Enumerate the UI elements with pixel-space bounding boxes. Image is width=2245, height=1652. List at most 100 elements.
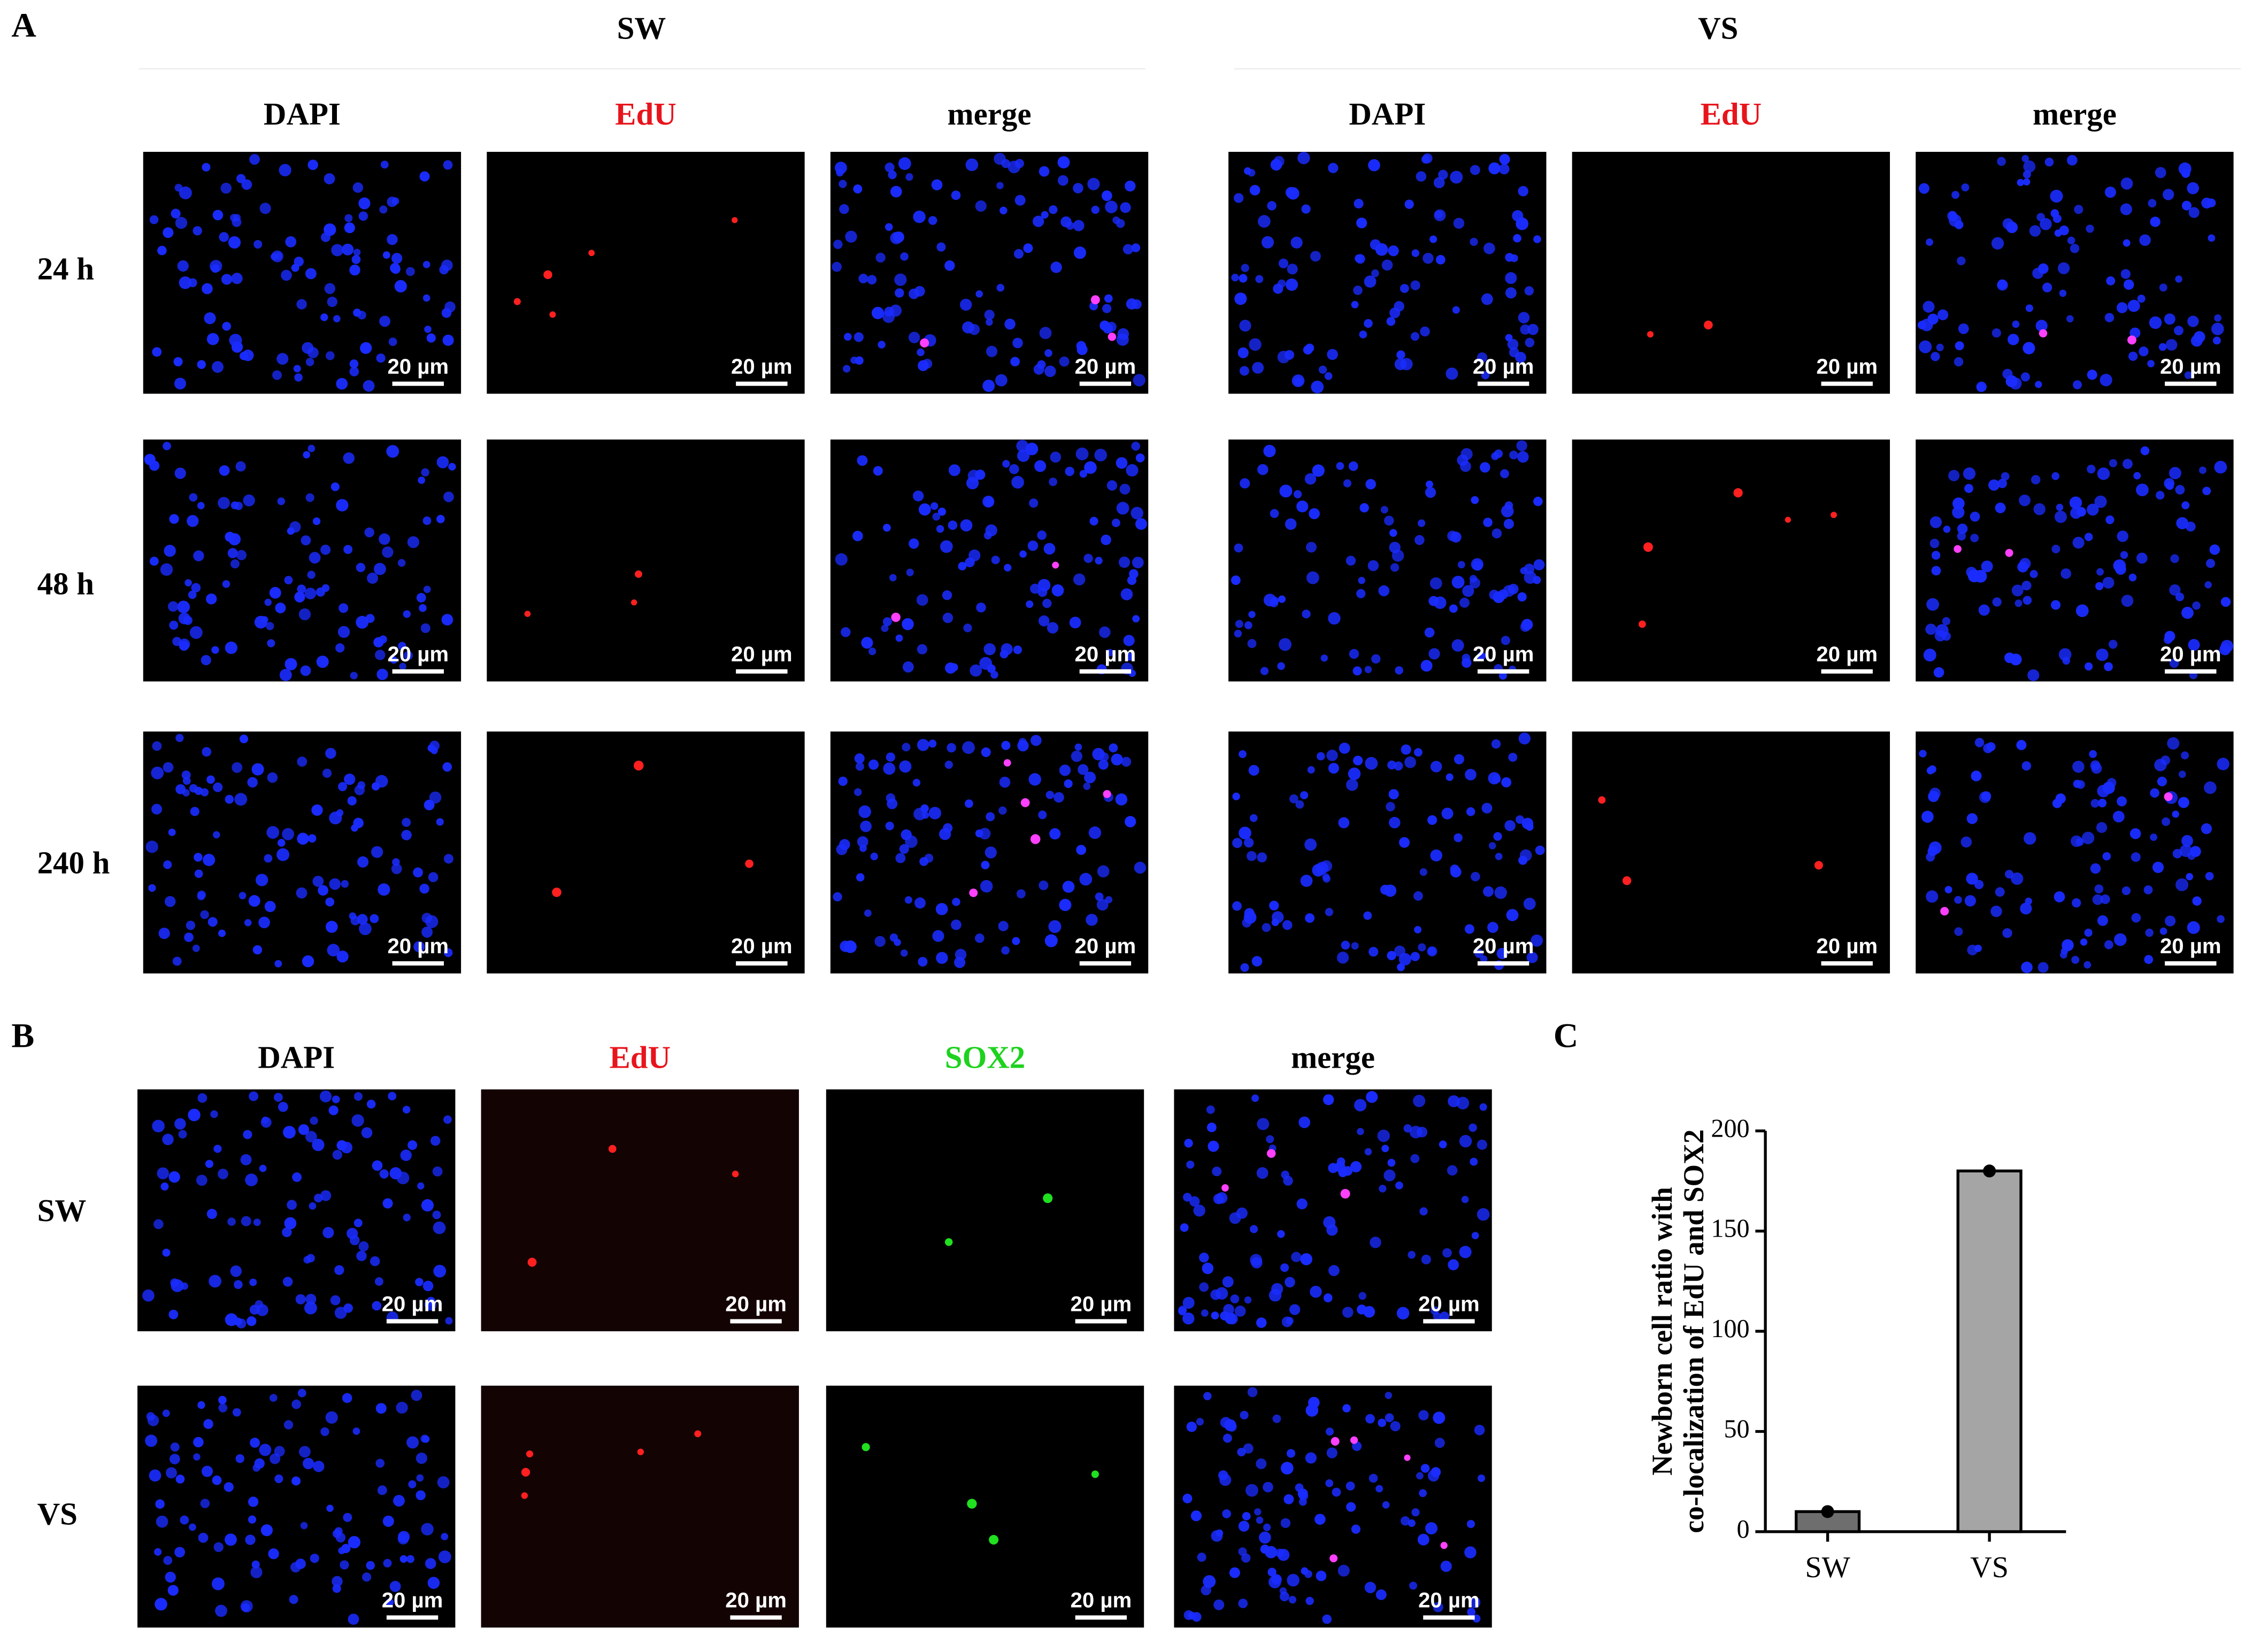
nucleus xyxy=(1050,451,1062,463)
nucleus xyxy=(2202,487,2211,496)
nucleus xyxy=(163,227,174,238)
nucleus xyxy=(1397,963,1405,971)
nucleus xyxy=(1044,365,1056,377)
nucleus xyxy=(2163,189,2174,200)
nucleus xyxy=(307,834,317,843)
nucleus xyxy=(1304,473,1317,485)
nucleus xyxy=(2116,302,2128,313)
nucleus xyxy=(163,860,172,869)
nucleus xyxy=(1481,293,1493,305)
nucleus xyxy=(1512,210,1524,222)
nucleus xyxy=(1533,497,1543,506)
nucleus xyxy=(1471,1232,1479,1240)
nucleus xyxy=(273,1093,283,1102)
nucleus xyxy=(151,766,164,779)
nucleus xyxy=(416,1474,424,1482)
nucleus xyxy=(2129,828,2141,839)
nucleus xyxy=(1044,934,1058,947)
nucleus xyxy=(1289,794,1298,804)
nucleus xyxy=(353,1218,363,1228)
nucleus xyxy=(1966,567,1977,578)
nucleus xyxy=(1323,1094,1334,1106)
nucleus xyxy=(309,1202,317,1210)
nucleus xyxy=(2081,831,2095,845)
nucleus xyxy=(349,367,359,376)
nucleus xyxy=(1249,184,1260,196)
nucleus xyxy=(311,804,323,816)
nucleus xyxy=(2051,472,2060,480)
labeled-cell xyxy=(732,1170,739,1178)
nucleus xyxy=(145,840,158,853)
nucleus xyxy=(219,465,230,476)
data-point xyxy=(1821,1505,1834,1518)
nucleus xyxy=(320,1427,329,1437)
nucleus xyxy=(330,1295,341,1306)
nucleus xyxy=(2159,927,2167,935)
labeled-cell xyxy=(1814,861,1823,870)
nucleus xyxy=(999,776,1011,788)
nucleus xyxy=(860,820,872,832)
nucleus xyxy=(448,462,456,471)
nucleus xyxy=(335,1532,346,1543)
nucleus xyxy=(1988,479,2000,491)
nucleus xyxy=(2031,475,2041,485)
nucleus xyxy=(1283,1494,1294,1504)
nucleus xyxy=(2034,381,2042,388)
nucleus xyxy=(1073,183,1083,194)
nucleus xyxy=(904,896,912,904)
nucleus xyxy=(1211,1311,1219,1320)
nucleus xyxy=(332,1149,342,1160)
nucleus xyxy=(1459,597,1470,608)
nucleus xyxy=(2217,915,2225,923)
nucleus xyxy=(222,580,230,588)
nucleus xyxy=(2097,784,2110,798)
nucleus xyxy=(1446,773,1454,781)
labeled-cell xyxy=(1940,907,1949,916)
nucleus xyxy=(1401,744,1411,755)
nucleus xyxy=(247,777,258,788)
nucleus xyxy=(1396,350,1405,359)
nucleus xyxy=(1073,573,1086,586)
nucleus xyxy=(1050,261,1062,273)
nucleus xyxy=(225,1313,238,1326)
nucleus xyxy=(1400,284,1409,293)
nucleus xyxy=(1429,577,1442,590)
nucleus xyxy=(1427,947,1436,955)
nucleus xyxy=(1957,523,1968,534)
nucleus xyxy=(147,1415,159,1426)
labeled-cell xyxy=(1103,790,1111,798)
nucleus xyxy=(372,1301,382,1311)
nucleus xyxy=(415,1278,424,1286)
nucleus xyxy=(291,1399,302,1409)
nucleus xyxy=(218,497,230,510)
nucleus xyxy=(386,1598,394,1607)
nucleus xyxy=(986,812,995,822)
nucleus xyxy=(1306,542,1317,553)
nucleus xyxy=(2192,896,2202,906)
nucleus xyxy=(1942,617,1951,626)
nucleus xyxy=(221,274,233,285)
nucleus xyxy=(1410,1154,1420,1163)
scale-bar-label: 20 µm xyxy=(731,642,793,666)
labeled-cell xyxy=(967,1499,977,1509)
nucleus xyxy=(2211,322,2224,336)
nucleus xyxy=(2061,568,2072,579)
nucleus xyxy=(2162,817,2171,826)
nucleus xyxy=(834,161,847,174)
labeled-cell xyxy=(1704,320,1713,330)
nucleus xyxy=(2096,568,2104,576)
nucleus xyxy=(180,1282,189,1290)
nucleus xyxy=(853,184,863,194)
nucleus xyxy=(1131,442,1141,451)
nucleus xyxy=(1430,849,1442,862)
nucleus xyxy=(439,265,449,275)
nucleus xyxy=(2054,229,2062,237)
nucleus xyxy=(1234,629,1242,638)
nucleus xyxy=(886,752,895,762)
nucleus xyxy=(1526,823,1534,831)
nucleus xyxy=(2120,551,2128,559)
nucleus xyxy=(1398,953,1412,966)
nucleus xyxy=(349,912,357,920)
nucleus xyxy=(197,1093,207,1103)
nucleus xyxy=(211,646,219,654)
